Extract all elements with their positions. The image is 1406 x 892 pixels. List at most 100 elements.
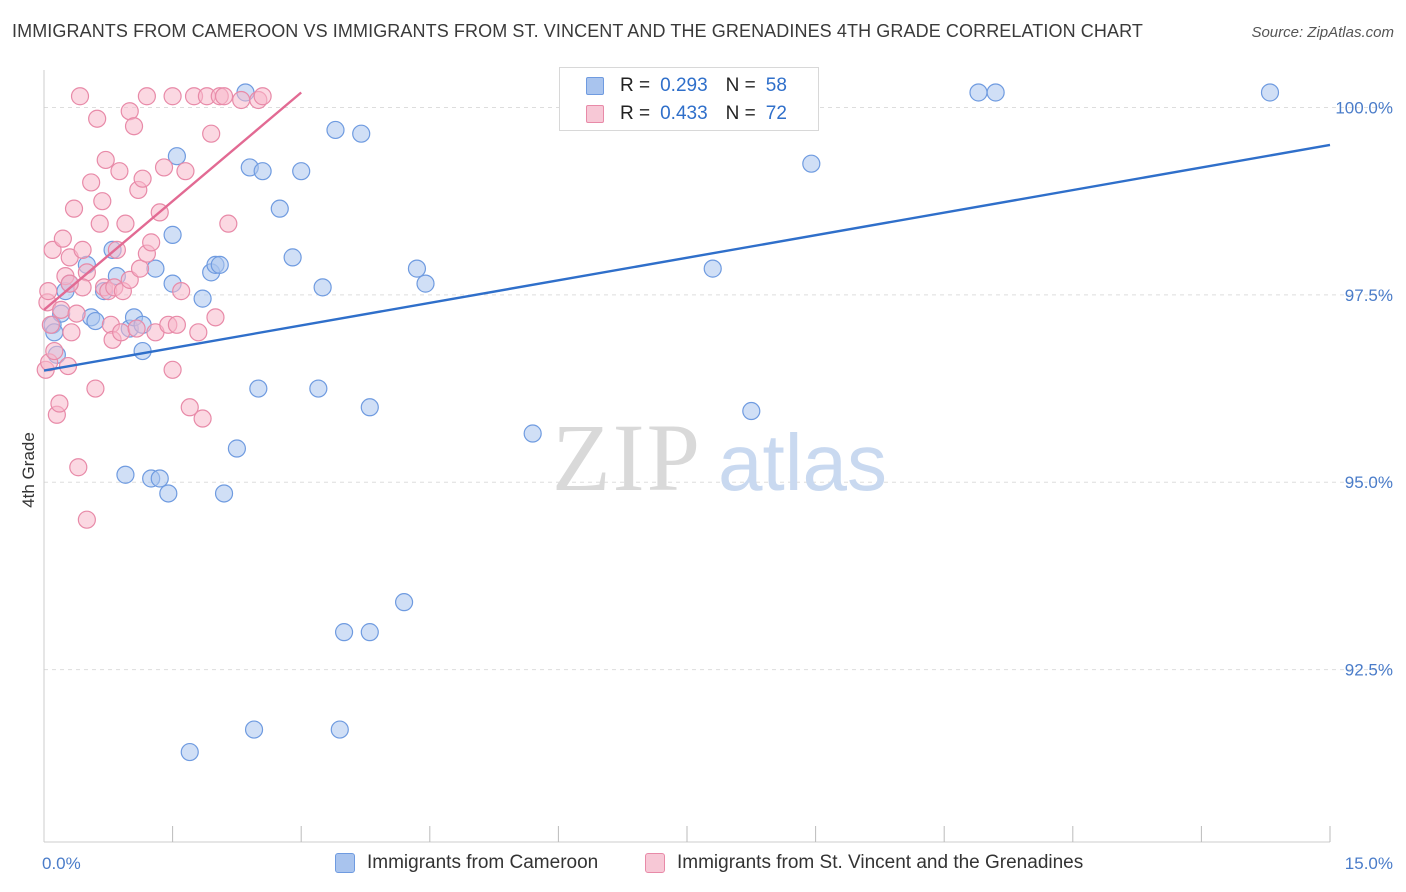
st-vincent-point bbox=[206, 308, 225, 327]
st-vincent-point bbox=[189, 323, 208, 342]
st-vincent-point bbox=[219, 214, 238, 233]
st-vincent-point bbox=[176, 162, 195, 181]
st-vincent-point bbox=[77, 510, 96, 529]
cameroon-point bbox=[407, 259, 427, 278]
cameroon-point bbox=[309, 379, 328, 398]
st-vincent-point bbox=[86, 379, 105, 398]
st-vincent-point bbox=[130, 259, 150, 278]
cameroon-point bbox=[163, 225, 182, 244]
st-vincent-point bbox=[232, 90, 251, 110]
legend-item-st-vincent[interactable]: Immigrants from St. Vincent and the Gren… bbox=[645, 852, 1083, 874]
chart-title: IMMIGRANTS FROM CAMEROON VS IMMIGRANTS F… bbox=[12, 21, 1143, 41]
cameroon-point bbox=[334, 623, 354, 642]
watermark: ZIP atlas bbox=[552, 404, 887, 511]
r-value: 0.433 bbox=[660, 103, 708, 124]
st-vincent-point bbox=[110, 162, 129, 181]
cameroon-point bbox=[742, 401, 761, 421]
st-vincent-point bbox=[53, 229, 72, 248]
st-vincent-point bbox=[133, 169, 152, 188]
r-label: R = bbox=[620, 103, 651, 124]
stats-row-cameroon: R = 0.293 N = 58 bbox=[586, 74, 787, 98]
cameroon-swatch bbox=[335, 853, 355, 873]
cameroon-point bbox=[146, 259, 165, 278]
st-vincent-point bbox=[93, 192, 112, 211]
st-vincent-point bbox=[154, 158, 174, 177]
st-vincent-point bbox=[96, 150, 115, 170]
legend-item-cameroon[interactable]: Immigrants from Cameroon bbox=[335, 852, 598, 874]
st-vincent-point bbox=[41, 315, 60, 334]
y-tick-label: 95.0% bbox=[1345, 473, 1393, 492]
st-vincent-point bbox=[60, 274, 79, 293]
st-vincent-point bbox=[163, 360, 182, 379]
st-vincent-point bbox=[50, 394, 69, 413]
r-label: R = bbox=[620, 75, 651, 96]
st-vincent-point bbox=[82, 173, 101, 192]
gridlines bbox=[44, 106, 1395, 671]
cameroon-point bbox=[292, 162, 311, 181]
cameroon-point bbox=[116, 465, 135, 484]
st-vincent-trend-line bbox=[43, 91, 302, 311]
cameroon-point bbox=[180, 742, 199, 762]
st-vincent-point bbox=[43, 240, 62, 259]
st-vincent-point bbox=[137, 87, 156, 106]
cameroon-point bbox=[360, 398, 379, 417]
cameroon-point bbox=[360, 623, 379, 642]
st-vincent-point bbox=[120, 102, 139, 121]
cameroon-point bbox=[244, 720, 264, 739]
cameroon-point bbox=[330, 720, 349, 739]
cameroon-point bbox=[167, 147, 186, 166]
st-vincent-point bbox=[116, 214, 135, 233]
st-vincent-point bbox=[193, 409, 212, 428]
cameroon-point bbox=[253, 162, 272, 181]
stats-legend: R = 0.293 N = 58 R = 0.433 N = 72 bbox=[559, 67, 819, 131]
trend-lines bbox=[43, 91, 1331, 372]
cameroon-point bbox=[270, 199, 289, 218]
y-axis-label: 4th Grade bbox=[19, 432, 38, 508]
st-vincent-point bbox=[124, 117, 144, 136]
y-tick-label: 100.0% bbox=[1335, 98, 1393, 117]
cameroon-point bbox=[150, 469, 169, 488]
st-vincent-point bbox=[45, 341, 64, 361]
axes bbox=[43, 70, 1331, 843]
cameroon-point bbox=[227, 439, 246, 458]
cameroon-point bbox=[802, 154, 821, 173]
cameroon-point bbox=[193, 289, 212, 308]
n-value: 58 bbox=[765, 75, 787, 96]
cameroon-swatch bbox=[586, 77, 604, 95]
st-vincent-point bbox=[52, 300, 71, 319]
st-vincent-point bbox=[88, 109, 107, 128]
series-legend: Immigrants from Cameroon Immigrants from… bbox=[0, 852, 1406, 878]
cameroon-point bbox=[416, 274, 435, 293]
cameroon-point bbox=[283, 248, 302, 267]
n-label: N = bbox=[725, 75, 756, 96]
n-value: 72 bbox=[765, 103, 787, 124]
cameroon-point bbox=[703, 259, 722, 278]
st-vincent-point bbox=[142, 233, 161, 252]
x-tick-label: 0.0% bbox=[42, 854, 81, 873]
st-vincent-point bbox=[62, 323, 81, 342]
y-tick-label: 97.5% bbox=[1345, 286, 1393, 305]
cameroon-point bbox=[969, 83, 988, 102]
st-vincent-point bbox=[64, 199, 84, 218]
st-vincent-point bbox=[253, 87, 272, 106]
st-vincent-point bbox=[214, 87, 234, 106]
n-label: N = bbox=[725, 103, 756, 124]
cameroon-trend-line bbox=[43, 143, 1331, 372]
st-vincent-point bbox=[67, 304, 86, 323]
st-vincent-swatch bbox=[586, 105, 604, 123]
st-vincent-point bbox=[127, 319, 146, 338]
st-vincent-point bbox=[73, 240, 92, 259]
cameroon-point bbox=[214, 484, 234, 503]
x-tick-label: 15.0% bbox=[1345, 854, 1393, 873]
st-vincent-point bbox=[39, 282, 58, 301]
y-tick-labels: 92.5% 95.0% 97.5% 100.0% bbox=[1335, 98, 1393, 679]
source-label: Source: ZipAtlas.com bbox=[1251, 24, 1394, 41]
watermark-zip: ZIP bbox=[552, 404, 702, 511]
cameroon-point bbox=[326, 120, 345, 140]
cameroon-point bbox=[86, 311, 105, 331]
st-vincent-point bbox=[163, 87, 182, 106]
cameroon-point bbox=[1260, 83, 1280, 102]
cameroon-point bbox=[249, 379, 268, 398]
y-tick-label: 92.5% bbox=[1345, 661, 1393, 680]
